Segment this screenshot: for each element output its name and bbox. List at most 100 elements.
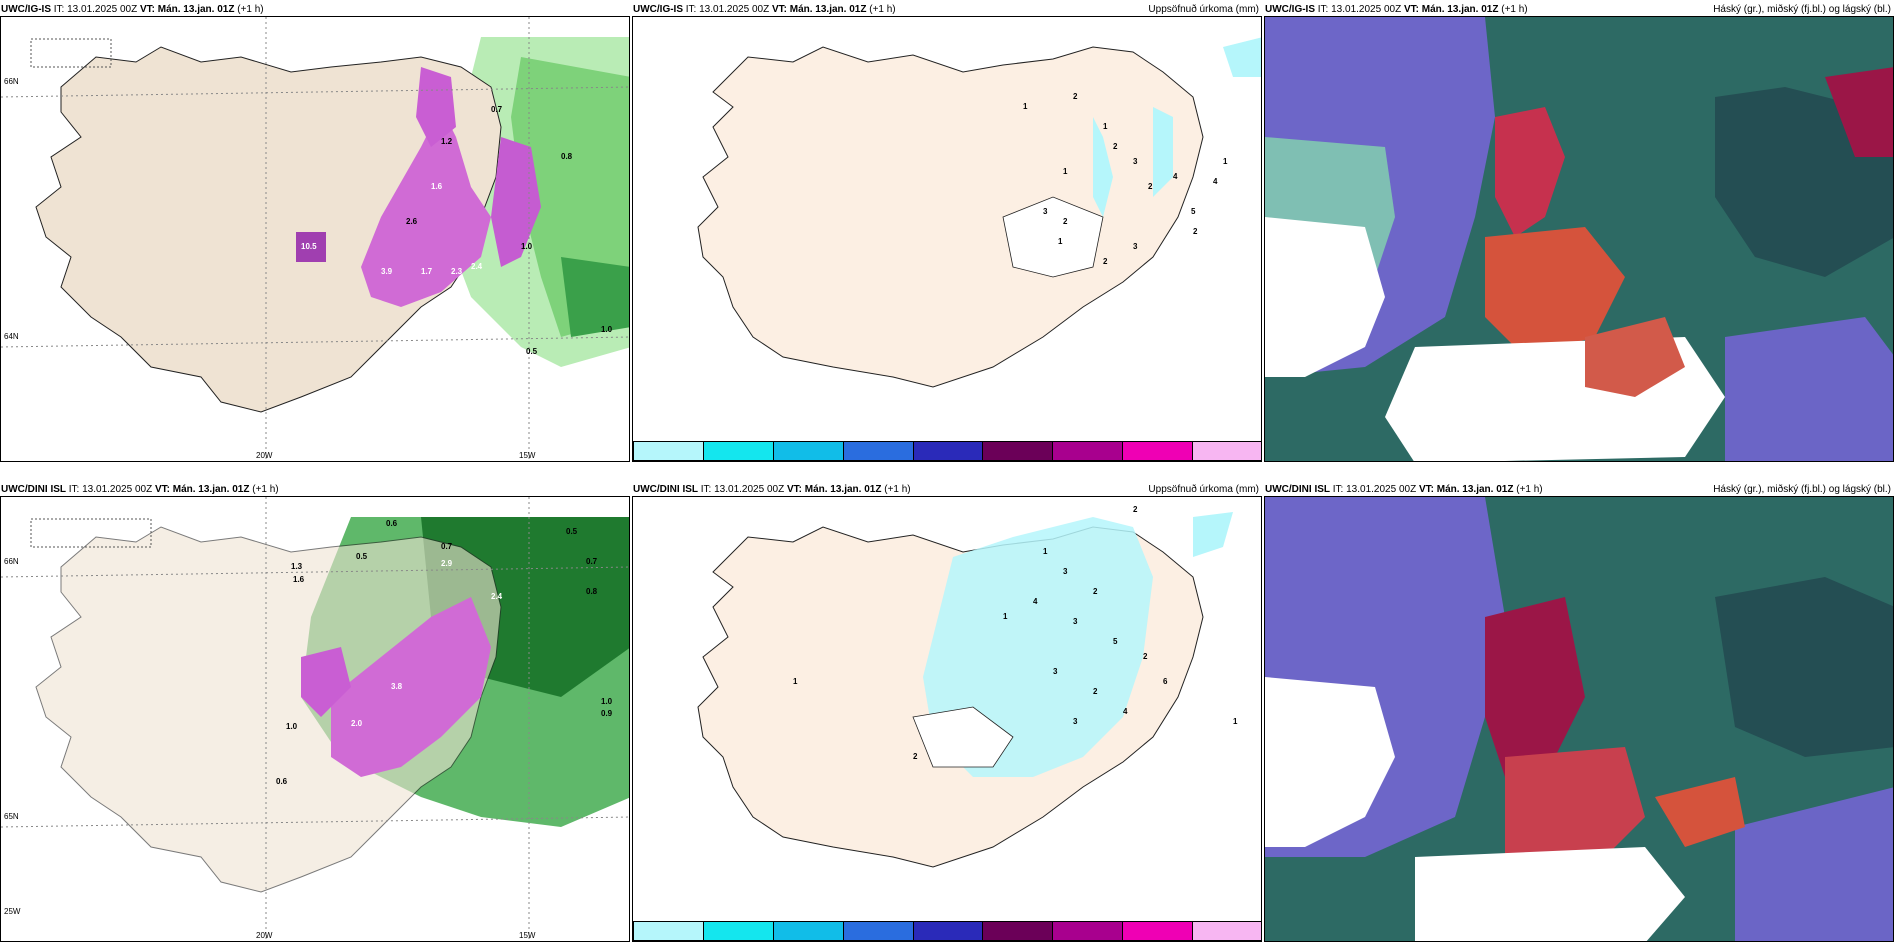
panel-precip-dini: UWC/DINI ISL IT: 13.01.2025 00Z VT: Mán.…: [632, 480, 1262, 942]
value-label: 3.9: [381, 267, 393, 276]
cloud-title: Háský (gr.), miðský (fj.bl.) og lágský (…: [1713, 484, 1891, 495]
value-label: 2.6: [406, 217, 418, 226]
precip-value: 2: [1143, 652, 1148, 661]
colorbar-cell: [703, 442, 774, 460]
colorbar-tick: 10: [705, 461, 714, 462]
colorbar-tick: 75: [915, 461, 924, 462]
model-name: UWC/DINI ISL: [633, 484, 698, 495]
it-label: IT:: [1332, 484, 1344, 495]
value-label: 1.6: [293, 575, 305, 584]
value-label: 0.6: [276, 777, 288, 786]
colorbar-cell: [843, 442, 914, 460]
precip-map[interactable]: 1 2 1 2 3 2 1 4 5 2 3 1 2 3 2 4 1 1 10 25 5…: [632, 16, 1262, 462]
offset: (+1 h): [237, 4, 264, 15]
colorbar-cell: [1193, 922, 1261, 940]
colorbar-cell: [773, 442, 844, 460]
cloud-map[interactable]: [1264, 16, 1894, 462]
value-label: 0.5: [566, 527, 578, 536]
precip-value: 1: [1063, 167, 1068, 176]
panel-header: UWC/IG-IS IT: 13.01.2025 00Z VT: Mán. 13…: [1, 1, 629, 19]
precip-title: Uppsöfnuð úrkoma (mm): [1148, 4, 1259, 15]
colorbar-tick: 50: [845, 941, 854, 942]
offset: (+1 h): [869, 4, 896, 15]
panel-cloud-dini: UWC/DINI ISL IT: 13.01.2025 00Z VT: Mán.…: [1264, 480, 1894, 942]
panel-header: UWC/IG-IS IT: 13.01.2025 00Z VT: Mán. 13…: [1265, 1, 1893, 19]
colorbar-cell: [983, 922, 1054, 940]
colorbar-cell: [703, 922, 774, 940]
value-label: 0.7: [586, 557, 598, 566]
panel-precip-ig: UWC/IG-IS IT: 13.01.2025 00Z VT: Mán. 13…: [632, 0, 1262, 462]
colorbar-cell: [1193, 442, 1261, 460]
wind-map[interactable]: 66N 65N 25W 20W 15W 0.6 0.5 1.3 1.6 0.7 …: [0, 496, 630, 942]
it-label: IT:: [53, 4, 65, 15]
precip-map[interactable]: 2 1 3 2 4 3 1 5 2 6 3 2 1 4 3 2 1 1 10 25 5…: [632, 496, 1262, 942]
precip-value: 6: [1163, 677, 1168, 686]
value-label: 1.0: [286, 722, 298, 731]
it-value: 13.01.2025 00Z: [82, 484, 153, 495]
precip-value: 4: [1033, 597, 1038, 606]
colorbar: 1 10 25 50 75 100 150 200 400: [633, 913, 1261, 942]
it-label: IT:: [1317, 4, 1329, 15]
colorbar-cell: [843, 922, 914, 940]
model-name: UWC/IG-IS: [633, 4, 683, 15]
lon-label: 20W: [256, 451, 273, 460]
panel-header: UWC/DINI ISL IT: 13.01.2025 00Z VT: Mán.…: [1265, 481, 1893, 499]
value-label: 0.6: [386, 519, 398, 528]
it-value: 13.01.2025 00Z: [1331, 4, 1402, 15]
colorbar-cell: [773, 922, 844, 940]
lon-label: 15W: [519, 931, 536, 940]
vt-value: Mán. 13.jan. 01Z: [157, 4, 235, 15]
it-value: 13.01.2025 00Z: [67, 4, 138, 15]
cloud-map[interactable]: [1264, 496, 1894, 942]
cloud-title: Háský (gr.), miðský (fj.bl.) og lágský (…: [1713, 4, 1891, 15]
colorbar-cell: [634, 922, 704, 940]
colorbar-tick: 150: [1055, 461, 1068, 462]
lat-label: 65N: [4, 812, 19, 821]
wind-map[interactable]: 66N 64N 20W 15W 0.7 1.2 0.8 1.6 2.6 1.0 …: [0, 16, 630, 462]
vt-value: Mán. 13.jan. 01Z: [1436, 484, 1514, 495]
it-value: 13.01.2025 00Z: [1346, 484, 1417, 495]
panel-wind-ig: UWC/IG-IS IT: 13.01.2025 00Z VT: Mán. 13…: [0, 0, 630, 462]
vt-label: VT:: [771, 4, 787, 15]
value-label: 0.5: [356, 552, 368, 561]
precip-value: 1: [793, 677, 798, 686]
value-label: 3.8: [391, 682, 403, 691]
colorbar-cell: [1053, 442, 1124, 460]
value-label: 1.3: [291, 562, 303, 571]
precip-value: 2: [1113, 142, 1118, 151]
precip-value: 1: [1233, 717, 1238, 726]
offset: (+1 h): [1501, 4, 1528, 15]
colorbar-cell: [913, 442, 984, 460]
value-label: 2.0: [351, 719, 363, 728]
value-label: 0.7: [441, 542, 453, 551]
colorbar-tick: 100: [985, 461, 998, 462]
model-name: UWC/IG-IS: [1265, 4, 1315, 15]
colorbar-tick: 25: [775, 941, 784, 942]
lat-label: 66N: [4, 557, 19, 566]
colorbar-tick: 50: [845, 461, 854, 462]
lon-label: 20W: [256, 931, 273, 940]
value-label: 0.8: [561, 152, 573, 161]
it-value: 13.01.2025 00Z: [699, 4, 770, 15]
colorbar-tick: 25: [775, 461, 784, 462]
precip-value: 1: [1103, 122, 1108, 131]
precip-value: 4: [1123, 707, 1128, 716]
colorbar-tick: 200: [1125, 941, 1138, 942]
precip-value: 1: [1043, 547, 1048, 556]
colorbar-tick: 10: [705, 941, 714, 942]
value-label: 10.5: [301, 242, 317, 251]
precip-value: 1: [1003, 612, 1008, 621]
model-name: UWC/DINI ISL: [1265, 484, 1330, 495]
precip-value: 2: [1063, 217, 1068, 226]
vt-value: Mán. 13.jan. 01Z: [1421, 4, 1499, 15]
lon-label: 25W: [4, 907, 21, 916]
value-label: 1.0: [601, 697, 613, 706]
panel-header: UWC/IG-IS IT: 13.01.2025 00Z VT: Mán. 13…: [633, 1, 1261, 19]
precip-value: 3: [1063, 567, 1068, 576]
precip-value: 2: [1148, 182, 1153, 191]
precip-value: 2: [1093, 687, 1098, 696]
value-label: 1.2: [441, 137, 453, 146]
colorbar: 1 10 25 50 75 100 150 200 400: [633, 433, 1261, 462]
colorbar-tick: 1: [635, 941, 639, 942]
offset: (+1 h): [252, 484, 279, 495]
